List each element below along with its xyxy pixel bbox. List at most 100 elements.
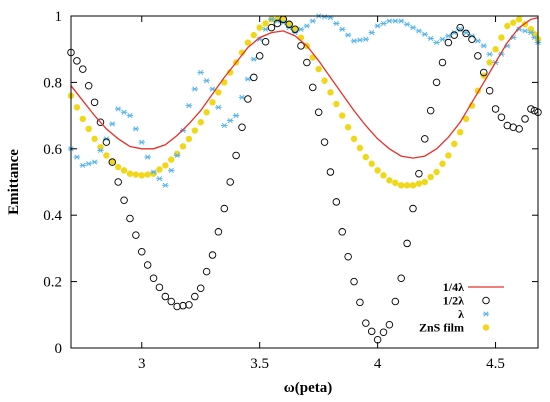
data-point bbox=[362, 319, 370, 327]
series-line bbox=[70, 17, 539, 159]
data-point bbox=[392, 179, 399, 187]
data-point bbox=[491, 105, 500, 113]
data-point bbox=[409, 204, 417, 213]
data-point bbox=[344, 252, 352, 261]
legend-label: λ bbox=[458, 307, 464, 321]
plot-frame bbox=[70, 15, 539, 349]
data-point bbox=[255, 52, 264, 60]
data-point bbox=[398, 18, 405, 24]
data-point bbox=[103, 152, 110, 159]
y-tick-label: 0.4 bbox=[43, 208, 62, 224]
data-point bbox=[527, 105, 535, 113]
data-point bbox=[85, 161, 92, 167]
data-point bbox=[256, 24, 263, 31]
data-point bbox=[144, 171, 151, 178]
data-point bbox=[209, 99, 216, 106]
data-point bbox=[215, 104, 222, 110]
data-point bbox=[197, 69, 204, 76]
data-point bbox=[391, 297, 400, 306]
data-point bbox=[456, 129, 464, 136]
data-point bbox=[385, 321, 394, 329]
data-point bbox=[173, 152, 181, 159]
data-point bbox=[456, 23, 464, 32]
data-point bbox=[327, 89, 334, 96]
data-point bbox=[527, 30, 535, 36]
data-point bbox=[144, 154, 151, 160]
data-point bbox=[132, 231, 140, 239]
data-point bbox=[238, 94, 246, 100]
data-point bbox=[314, 108, 323, 117]
data-point bbox=[138, 247, 146, 256]
data-point bbox=[262, 20, 269, 27]
data-point bbox=[403, 21, 411, 27]
data-point bbox=[468, 35, 476, 43]
data-point bbox=[326, 168, 335, 176]
series-0 bbox=[70, 17, 539, 159]
data-point bbox=[232, 151, 240, 160]
data-point bbox=[250, 73, 258, 82]
data-point bbox=[132, 126, 140, 132]
y-axis-label: Emittance bbox=[6, 149, 22, 215]
data-point bbox=[220, 204, 229, 213]
y-tick-label: 1 bbox=[55, 9, 63, 25]
data-point bbox=[439, 36, 446, 42]
data-point bbox=[386, 177, 393, 184]
data-point bbox=[155, 283, 164, 292]
data-point bbox=[309, 83, 317, 92]
data-point bbox=[285, 20, 293, 29]
legend-label: ZnS film bbox=[419, 321, 464, 335]
data-point bbox=[309, 18, 316, 24]
data-point bbox=[138, 172, 145, 179]
data-point bbox=[462, 30, 470, 36]
data-point bbox=[339, 112, 346, 119]
data-point bbox=[356, 37, 364, 43]
data-point bbox=[268, 16, 275, 22]
data-point bbox=[156, 176, 163, 182]
data-point bbox=[73, 154, 81, 160]
data-point bbox=[227, 117, 234, 124]
y-tick-label: 0.8 bbox=[43, 75, 62, 91]
data-point bbox=[238, 123, 246, 131]
data-point bbox=[515, 125, 523, 133]
data-point bbox=[444, 38, 453, 47]
data-point bbox=[179, 143, 187, 150]
data-point bbox=[150, 169, 157, 175]
data-point bbox=[297, 26, 305, 32]
data-point bbox=[143, 261, 152, 269]
legend-item: 1/4λ bbox=[443, 280, 504, 294]
data-point bbox=[409, 25, 417, 31]
data-point bbox=[208, 251, 217, 259]
data-point bbox=[438, 58, 447, 67]
data-point bbox=[333, 20, 340, 27]
data-point bbox=[185, 135, 193, 143]
data-point bbox=[427, 35, 434, 42]
data-point bbox=[439, 160, 446, 167]
data-point bbox=[167, 297, 175, 306]
data-point bbox=[196, 284, 205, 292]
data-point bbox=[409, 182, 417, 189]
data-point bbox=[221, 122, 228, 129]
data-point bbox=[421, 135, 429, 143]
data-point bbox=[392, 18, 399, 24]
data-point bbox=[344, 32, 352, 38]
data-point bbox=[445, 33, 452, 39]
data-point bbox=[498, 34, 505, 41]
data-point bbox=[203, 78, 210, 84]
data-point bbox=[504, 22, 511, 30]
data-point bbox=[179, 301, 187, 310]
data-point bbox=[433, 168, 440, 176]
data-point bbox=[226, 178, 234, 186]
y-tick-label: 0.6 bbox=[43, 142, 62, 158]
data-point bbox=[79, 162, 86, 168]
data-point bbox=[126, 113, 134, 119]
data-point bbox=[374, 167, 381, 174]
data-point bbox=[138, 139, 145, 145]
data-point bbox=[497, 113, 506, 122]
legend-label: 1/4λ bbox=[443, 280, 464, 294]
data-point bbox=[126, 214, 134, 223]
data-point bbox=[451, 140, 458, 148]
data-point bbox=[415, 28, 423, 34]
data-point bbox=[515, 16, 523, 23]
data-point bbox=[79, 65, 87, 73]
